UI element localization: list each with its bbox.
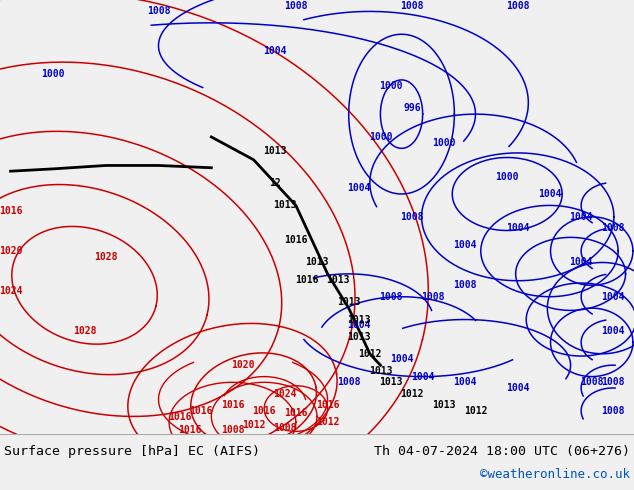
Text: 1004: 1004 — [538, 189, 561, 199]
Text: 1008: 1008 — [601, 406, 624, 416]
Text: 1004: 1004 — [569, 257, 593, 268]
Text: ©weatheronline.co.uk: ©weatheronline.co.uk — [480, 468, 630, 481]
Text: 1012: 1012 — [358, 349, 382, 359]
Text: 1013: 1013 — [327, 274, 350, 285]
Text: 1004: 1004 — [569, 212, 593, 222]
Text: 1013: 1013 — [263, 146, 287, 156]
Text: 1008: 1008 — [146, 6, 171, 16]
Text: 1028: 1028 — [94, 252, 117, 262]
Text: 1013: 1013 — [379, 377, 403, 387]
Text: 1000: 1000 — [41, 69, 65, 79]
Text: 1000: 1000 — [368, 132, 392, 142]
Text: 1008: 1008 — [221, 425, 244, 435]
Text: 1028: 1028 — [73, 326, 96, 336]
Text: 1020: 1020 — [0, 246, 22, 256]
Text: 1004: 1004 — [263, 47, 287, 56]
Text: 1008: 1008 — [601, 223, 624, 233]
Text: 1013: 1013 — [347, 332, 371, 342]
Text: 1012: 1012 — [463, 406, 488, 416]
Text: 1012: 1012 — [316, 417, 339, 427]
Text: 1016: 1016 — [178, 425, 202, 435]
Text: 1004: 1004 — [506, 223, 529, 233]
Text: 996: 996 — [403, 103, 421, 113]
Text: 1008: 1008 — [422, 292, 445, 302]
Text: 1008: 1008 — [580, 377, 604, 387]
Text: 1008: 1008 — [273, 423, 297, 433]
Text: 1004: 1004 — [347, 183, 371, 193]
Text: 1008: 1008 — [337, 377, 361, 387]
Text: 1008: 1008 — [400, 0, 424, 11]
Text: 1004: 1004 — [506, 383, 529, 393]
Text: 1024: 1024 — [273, 389, 297, 399]
Text: 1013: 1013 — [337, 297, 361, 307]
Text: 1016: 1016 — [168, 412, 191, 421]
Text: 1004: 1004 — [390, 354, 413, 365]
Text: 1016: 1016 — [316, 400, 339, 410]
Text: 1008: 1008 — [284, 0, 307, 11]
Text: 1016: 1016 — [284, 408, 307, 418]
Text: 1013: 1013 — [347, 315, 371, 324]
Text: 1020: 1020 — [231, 360, 255, 370]
Text: 1016: 1016 — [295, 274, 318, 285]
Text: 1004: 1004 — [601, 326, 624, 336]
Text: 1008: 1008 — [601, 377, 624, 387]
Text: 1008: 1008 — [379, 292, 403, 302]
Text: 1008: 1008 — [506, 0, 529, 11]
Text: 1000: 1000 — [379, 80, 403, 91]
Text: 1004: 1004 — [347, 320, 371, 330]
Text: 1004: 1004 — [411, 371, 434, 382]
Text: 1012: 1012 — [242, 419, 266, 430]
Text: Surface pressure [hPa] EC (AIFS): Surface pressure [hPa] EC (AIFS) — [4, 445, 260, 458]
Text: 1024: 1024 — [0, 286, 22, 296]
Text: 1004: 1004 — [453, 241, 477, 250]
Text: 1013: 1013 — [273, 200, 297, 210]
Text: 1008: 1008 — [400, 212, 424, 222]
Text: 1016: 1016 — [252, 406, 276, 416]
Text: 1016: 1016 — [189, 406, 212, 416]
Text: 1012: 1012 — [400, 389, 424, 399]
Text: 1016: 1016 — [221, 400, 244, 410]
Text: 1000: 1000 — [432, 138, 456, 147]
Text: 1000: 1000 — [495, 172, 519, 182]
Text: 12: 12 — [269, 177, 281, 188]
Text: 1008: 1008 — [453, 280, 477, 290]
Text: 1016: 1016 — [0, 206, 22, 216]
Text: 1016: 1016 — [284, 235, 307, 245]
Text: 1013: 1013 — [368, 366, 392, 376]
Text: 1013: 1013 — [432, 400, 456, 410]
Text: 1013: 1013 — [305, 257, 329, 268]
Text: Th 04-07-2024 18:00 UTC (06+276): Th 04-07-2024 18:00 UTC (06+276) — [374, 445, 630, 458]
Text: 1004: 1004 — [601, 292, 624, 302]
Text: 1004: 1004 — [453, 377, 477, 387]
